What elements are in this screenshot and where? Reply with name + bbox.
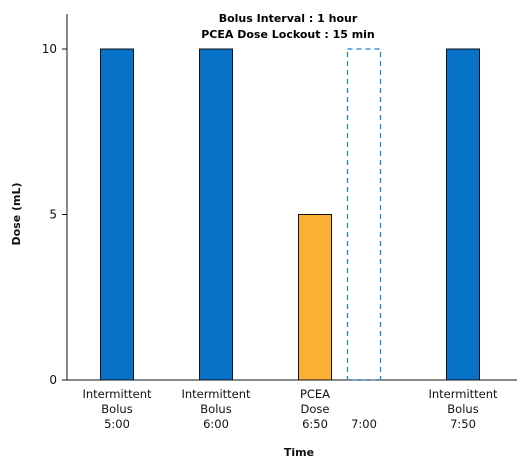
- y-ticks: 0 5 10: [42, 42, 67, 387]
- bolus-bar: [100, 48, 134, 381]
- y-tick-label: 10: [42, 42, 57, 56]
- category-label: Dose: [301, 402, 330, 416]
- pcea-lockout-note: PCEA Dose Lockout : 15 min: [201, 28, 375, 41]
- bolus-bar: [199, 48, 233, 381]
- chart-axes: [66, 14, 517, 381]
- skipped-bolus-bar: [346, 48, 382, 381]
- category-label: 6:00: [203, 417, 229, 431]
- category-label: 6:50: [302, 417, 328, 431]
- category-label: PCEA: [300, 387, 330, 401]
- y-tick-label: 0: [49, 373, 57, 387]
- category-label: Intermittent: [82, 387, 152, 401]
- category-labels: IntermittentBolus5:00IntermittentBolus6:…: [82, 387, 498, 431]
- y-axis-title: Dose (mL): [10, 182, 23, 245]
- pcea-dose-bar: [298, 214, 332, 381]
- category-label: Bolus: [200, 402, 231, 416]
- y-tick-label: 5: [49, 208, 57, 222]
- bars: [100, 48, 480, 381]
- category-label: Intermittent: [428, 387, 498, 401]
- x-axis-title: Time: [284, 446, 314, 459]
- category-label: 7:50: [450, 417, 476, 431]
- chart-annotations: Bolus Interval : 1 hour PCEA Dose Lockou…: [201, 12, 375, 41]
- category-label: Intermittent: [181, 387, 251, 401]
- category-label: 7:00: [351, 417, 377, 431]
- category-label: Bolus: [447, 402, 478, 416]
- bolus-interval-note: Bolus Interval : 1 hour: [219, 12, 358, 25]
- category-label: Bolus: [101, 402, 132, 416]
- bolus-bar: [446, 48, 480, 381]
- category-label: 5:00: [104, 417, 130, 431]
